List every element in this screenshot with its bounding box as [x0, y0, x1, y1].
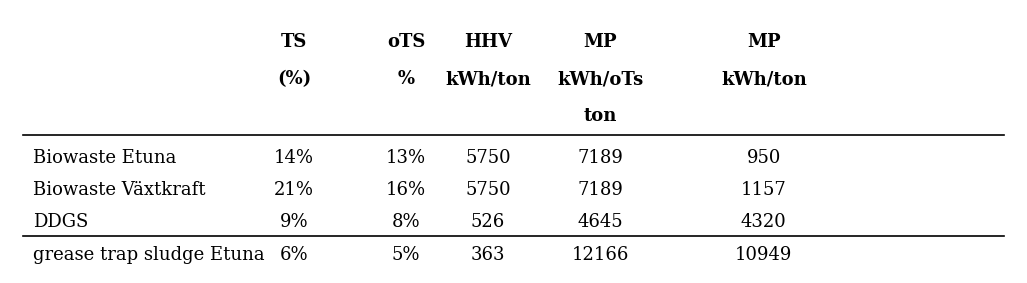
- Text: MP: MP: [583, 33, 617, 51]
- Text: 4645: 4645: [577, 213, 623, 231]
- Text: 526: 526: [470, 213, 505, 231]
- Text: 8%: 8%: [392, 213, 421, 231]
- Text: 1157: 1157: [740, 181, 787, 199]
- Text: ton: ton: [583, 107, 617, 125]
- Text: 4320: 4320: [740, 213, 787, 231]
- Text: 16%: 16%: [386, 181, 426, 199]
- Text: 950: 950: [747, 149, 781, 167]
- Text: 5%: 5%: [392, 246, 420, 264]
- Text: 6%: 6%: [279, 246, 308, 264]
- Text: grease trap sludge Etuna: grease trap sludge Etuna: [34, 246, 265, 264]
- Text: kWh/ton: kWh/ton: [445, 70, 531, 88]
- Text: 363: 363: [470, 246, 505, 264]
- Text: 12166: 12166: [572, 246, 629, 264]
- Text: 7189: 7189: [577, 149, 623, 167]
- Text: kWh/ton: kWh/ton: [721, 70, 806, 88]
- Text: Biowaste Växtkraft: Biowaste Växtkraft: [34, 181, 206, 199]
- Text: Biowaste Etuna: Biowaste Etuna: [34, 149, 177, 167]
- Text: 10949: 10949: [735, 246, 793, 264]
- Text: oTS: oTS: [387, 33, 425, 51]
- Text: kWh/oTs: kWh/oTs: [558, 70, 644, 88]
- Text: DDGS: DDGS: [34, 213, 88, 231]
- Text: TS: TS: [280, 33, 307, 51]
- Text: 21%: 21%: [274, 181, 314, 199]
- Text: 9%: 9%: [279, 213, 308, 231]
- Text: 7189: 7189: [577, 181, 623, 199]
- Text: (%): (%): [276, 70, 311, 88]
- Text: 5750: 5750: [465, 149, 510, 167]
- Text: HHV: HHV: [464, 33, 512, 51]
- Text: %: %: [397, 70, 415, 88]
- Text: 5750: 5750: [465, 181, 510, 199]
- Text: 13%: 13%: [386, 149, 426, 167]
- Text: 14%: 14%: [274, 149, 314, 167]
- Text: MP: MP: [747, 33, 781, 51]
